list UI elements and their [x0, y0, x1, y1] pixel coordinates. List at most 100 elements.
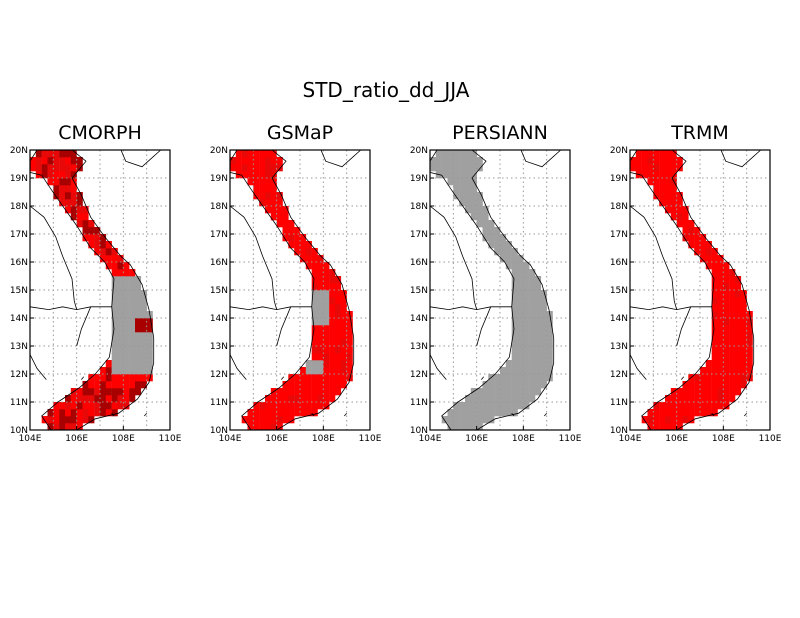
grid-cell [129, 367, 136, 375]
grid-cell [317, 374, 324, 382]
grid-cell [546, 318, 553, 326]
lat-label: 20N [210, 146, 228, 156]
grid-cell [459, 199, 466, 207]
grid-cell [647, 423, 654, 431]
grid-cell [111, 353, 118, 361]
grid-cell [723, 262, 730, 270]
grid-cell [517, 318, 524, 326]
grid-cell [59, 178, 66, 186]
grid-cell [735, 374, 742, 382]
grid-cell [235, 157, 242, 165]
grid-cell [294, 234, 301, 242]
lat-label: 17N [210, 230, 228, 240]
grid-cell [494, 241, 501, 249]
grid-cell [740, 374, 747, 382]
grid-cell [282, 388, 289, 396]
grid-cell [682, 213, 689, 221]
grid-cell [511, 381, 518, 389]
grid-cell [523, 283, 530, 291]
grid-cell [129, 353, 136, 361]
grid-cell [723, 311, 730, 319]
grid-cell [517, 276, 524, 284]
grid-cell [70, 409, 77, 417]
grid-cell [453, 409, 460, 417]
grid-cell [300, 402, 307, 410]
grid-cell [641, 157, 648, 165]
grid-cell [300, 241, 307, 249]
grid-cell [511, 269, 518, 277]
lat-label: 13N [610, 342, 628, 352]
grid-cell [276, 157, 283, 165]
grid-cell [647, 164, 654, 172]
grid-cell [511, 255, 518, 263]
grid-cell [529, 283, 536, 291]
grid-cell [135, 332, 142, 340]
grid-cell [717, 332, 724, 340]
grid-cell [247, 178, 254, 186]
grid-cell [346, 332, 353, 340]
grid-cell [311, 304, 318, 312]
grid-cell [41, 416, 48, 424]
grid-cell [517, 395, 524, 403]
grid-cell [476, 402, 483, 410]
grid-cell [670, 164, 677, 172]
grid-cell [665, 206, 672, 214]
grid-cell [482, 227, 489, 235]
grid-cell [670, 416, 677, 424]
grid-cell [465, 206, 472, 214]
grid-cell [482, 213, 489, 221]
grid-cell [735, 388, 742, 396]
grid-cell [659, 171, 666, 179]
grid-cell [305, 374, 312, 382]
grid-cell [470, 164, 477, 172]
grid-cell [511, 290, 518, 298]
vietnam-coastline [429, 149, 555, 431]
grid-cell [129, 283, 136, 291]
grid-cell [311, 332, 318, 340]
lon-label: 106E [65, 434, 88, 444]
grid-cell [335, 339, 342, 347]
grid-cell [329, 367, 336, 375]
grid-cell [276, 395, 283, 403]
grid-cell [729, 381, 736, 389]
grid-cell [123, 402, 130, 410]
grid-cell [511, 402, 518, 410]
grid-cell [276, 199, 283, 207]
lat-label: 10N [410, 426, 428, 436]
grid-cell [41, 150, 48, 158]
grid-cell [135, 283, 142, 291]
grid-cell [317, 346, 324, 354]
grid-cell [717, 367, 724, 375]
border-line [511, 412, 515, 417]
grid-cell [82, 213, 89, 221]
grid-cell [47, 423, 54, 431]
grid-cell [665, 178, 672, 186]
grid-cell [129, 318, 136, 326]
grid-cell [59, 416, 66, 424]
grid-cell [723, 297, 730, 305]
grid-cell [241, 157, 248, 165]
grid-cell [105, 367, 112, 375]
grid-cell [647, 171, 654, 179]
grid-cell [146, 353, 153, 361]
grid-cell [311, 395, 318, 403]
grid-cell [117, 276, 124, 284]
grid-cell [723, 346, 730, 354]
grid-cell [529, 395, 536, 403]
grid-cell [688, 241, 695, 249]
grid-cell [459, 185, 466, 193]
grid-cell [729, 395, 736, 403]
grid-cell [311, 255, 318, 263]
grid-cell [476, 395, 483, 403]
grid-cell [711, 332, 718, 340]
grid-cell [76, 164, 83, 172]
grid-cell [111, 269, 118, 277]
grid-cell [711, 388, 718, 396]
grid-cell [682, 220, 689, 228]
grid-cell [705, 367, 712, 375]
grid-cell [653, 178, 660, 186]
grid-cell [265, 199, 272, 207]
grid-cell [459, 164, 466, 172]
grid-cell [735, 353, 742, 361]
